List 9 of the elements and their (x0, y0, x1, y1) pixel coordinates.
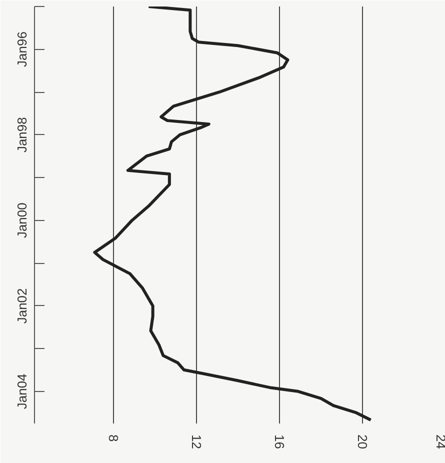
x-tick-label: 16 (272, 434, 287, 449)
x-tick-label: 20 (354, 434, 370, 449)
y-tick-label: Jan00 (14, 202, 30, 238)
x-tick-label: 12 (188, 434, 204, 449)
y-tick-label: Jan96 (14, 32, 30, 67)
y-tick-label: Jan98 (14, 117, 30, 153)
x-tick-label: 8 (106, 434, 121, 442)
y-tick-label: Jan02 (14, 288, 30, 324)
y-tick-label: Jan04 (14, 374, 30, 410)
